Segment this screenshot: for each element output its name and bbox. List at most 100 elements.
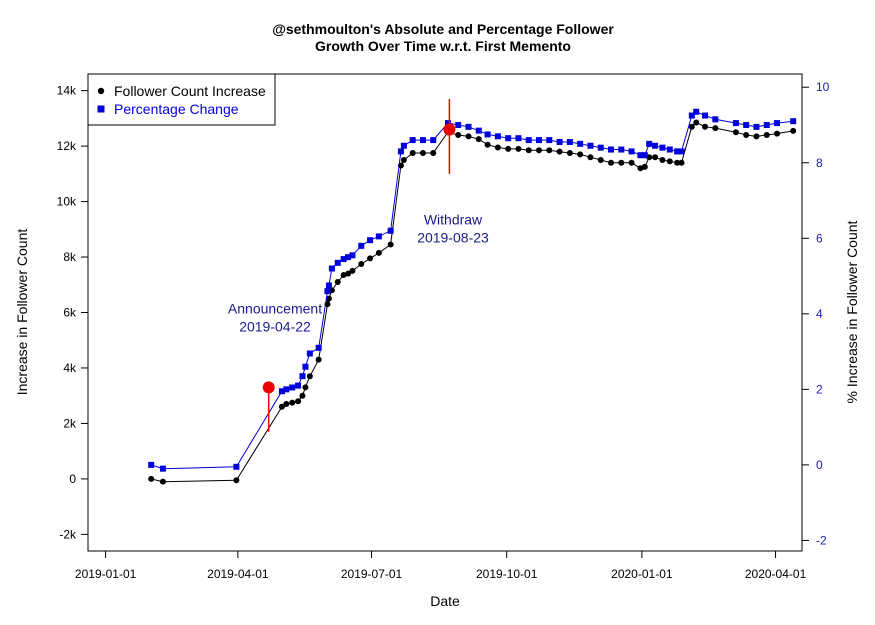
follower-point [515, 145, 522, 152]
percentage-series-line [151, 111, 794, 470]
follower-point [306, 373, 313, 380]
follower-point [387, 241, 394, 248]
y-axis-right: -2 0 2 4 6 8 10 [801, 80, 830, 547]
percentage-point [349, 252, 356, 259]
y-left-tick-label: -2k [59, 527, 77, 541]
percentage-point [159, 465, 166, 472]
percentage-point [666, 146, 673, 153]
event-label-title: Announcement [228, 300, 322, 316]
follower-point [641, 163, 648, 170]
percentage-point [702, 112, 709, 119]
follower-point [400, 156, 407, 163]
y-left-tick-label: 12k [57, 139, 77, 153]
y-left-tick-label: 2k [63, 416, 77, 430]
follower-point [628, 159, 635, 166]
percentage-point [289, 384, 296, 391]
follower-point [315, 356, 322, 363]
follower-point [419, 150, 426, 157]
percentage-point [325, 282, 332, 289]
percentage-point [678, 148, 685, 155]
percentage-point [465, 123, 472, 130]
percentage-point [302, 363, 309, 370]
follower-point [666, 158, 673, 165]
x-axis: 2019-01-01 2019-04-01 2019-07-01 2019-10-01… [75, 550, 807, 581]
y-right-tick-label: 4 [816, 307, 823, 321]
follower-point [688, 123, 695, 130]
follower-point [494, 144, 501, 151]
percentage-point [345, 254, 352, 261]
follower-point [289, 399, 296, 406]
percentage-point [556, 138, 563, 145]
percentage-point [688, 112, 695, 119]
y-left-tick-label: 4k [63, 361, 77, 375]
percentage-point [546, 137, 553, 144]
legend-percentage-marker [97, 105, 105, 113]
percentage-point [475, 127, 482, 134]
percentage-point [340, 256, 347, 263]
y-left-tick-label: 14k [57, 84, 77, 98]
percentage-point [409, 137, 416, 144]
y-left-tick-label: 8k [63, 250, 77, 264]
legend-percentage-label: Percentage Change [114, 101, 239, 117]
follower-point [334, 278, 341, 285]
event-marker [262, 381, 275, 394]
follower-point [608, 159, 615, 166]
follower-point [325, 295, 332, 302]
follower-point [587, 154, 594, 161]
percentage-point [400, 142, 407, 149]
follower-point [358, 260, 365, 267]
percentage-point [283, 386, 290, 393]
y-right-tick-label: 2 [816, 382, 823, 396]
percentage-point [295, 382, 302, 389]
percentage-point [525, 137, 532, 144]
follower-point [577, 151, 584, 158]
follower-point [233, 477, 240, 484]
follower-point [375, 249, 382, 256]
events-layer: Announcement 2019-04-22 Withdraw 2019-08-23 [228, 98, 489, 432]
y-axis-left: -2k 0 2k 4k 6k 8k 10k 12k 14k [57, 84, 89, 541]
y-right-tick-label: 6 [816, 231, 823, 245]
percentage-point [641, 152, 648, 159]
follower-point [475, 136, 482, 143]
percentage-point [753, 123, 760, 130]
event-marker [443, 123, 456, 136]
percentage-point [328, 265, 335, 272]
percentage-point [148, 461, 155, 468]
percentage-point [790, 118, 797, 125]
follower-point [349, 267, 356, 274]
follower-point [465, 133, 472, 140]
percentage-point [774, 120, 781, 127]
follower-point [652, 154, 659, 161]
x-tick-label: 2020-01-01 [611, 567, 673, 581]
follower-point [505, 145, 512, 152]
follower-point [674, 159, 681, 166]
series-layer [148, 108, 797, 485]
percentage-point [566, 138, 573, 145]
follower-point [702, 123, 709, 130]
percentage-point [743, 121, 750, 128]
percentage-point [375, 233, 382, 240]
percentage-point [693, 108, 700, 115]
percentage-point [494, 133, 501, 140]
percentage-point [484, 131, 491, 138]
percentage-point [515, 135, 522, 142]
percentage-point [306, 350, 313, 357]
percentage-point [577, 140, 584, 147]
percentage-point [315, 344, 322, 351]
event-label-title: Withdraw [424, 211, 483, 227]
percentage-point [587, 142, 594, 149]
follower-point [455, 132, 462, 139]
follower-point [302, 384, 309, 391]
follower-point [659, 156, 666, 163]
percentage-point [233, 463, 240, 470]
percentage-point [397, 148, 404, 155]
y-right-tick-label: 8 [816, 156, 823, 170]
y-right-tick-label: 10 [816, 80, 830, 94]
x-axis-label: Date [430, 593, 460, 609]
follower-point [148, 475, 155, 482]
legend-follower-marker [97, 87, 105, 95]
follower-point [278, 403, 285, 410]
percentage-point [299, 373, 306, 380]
legend-box [87, 73, 276, 126]
